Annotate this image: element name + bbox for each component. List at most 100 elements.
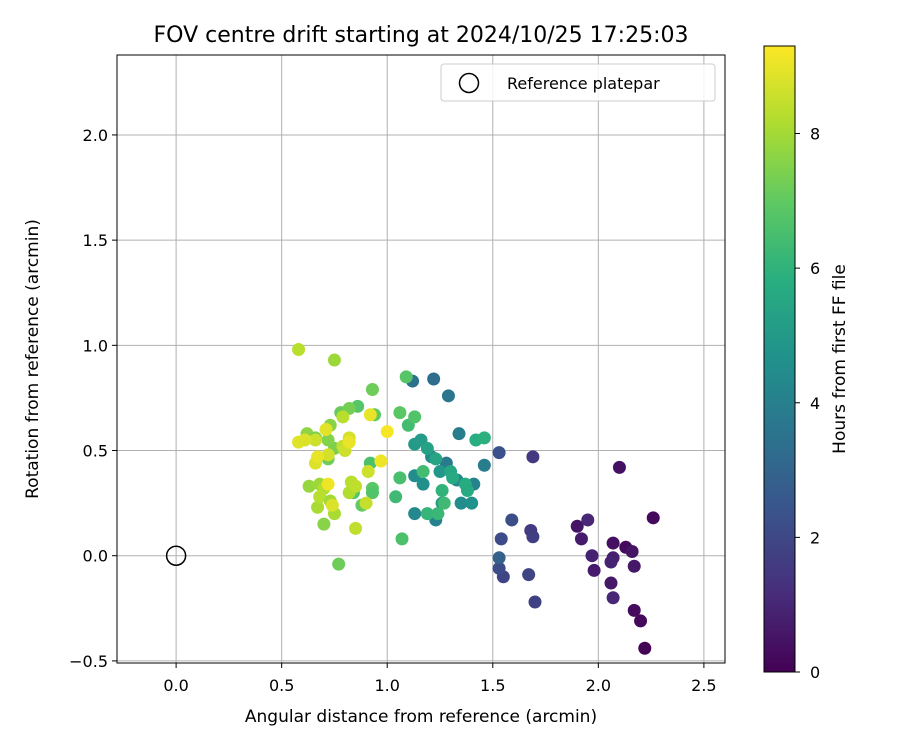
data-point <box>336 410 350 424</box>
data-point <box>606 536 620 550</box>
plot-frame <box>116 54 726 664</box>
data-point <box>646 511 660 525</box>
data-point <box>321 448 335 462</box>
data-point <box>505 513 519 527</box>
data-point <box>327 353 341 367</box>
data-point <box>361 465 375 479</box>
x-tick-label: 2.0 <box>586 676 611 695</box>
colorbar-gradient <box>763 45 796 673</box>
data-point <box>395 532 409 546</box>
legend-label: Reference platepar <box>507 74 660 93</box>
data-point <box>429 452 443 466</box>
colorbar-tick-label: 2 <box>810 528 820 547</box>
legend-marker <box>458 72 480 94</box>
data-point <box>492 561 506 575</box>
data-point <box>574 532 588 546</box>
data-point <box>311 450 325 464</box>
colorbar-ticks: 0 2 4 6 8 <box>795 125 820 682</box>
y-tick-label: 0.0 <box>83 547 108 566</box>
data-point <box>452 427 466 441</box>
y-tick-label: −0.5 <box>69 652 108 671</box>
data-point <box>342 435 356 449</box>
data-point <box>441 389 455 403</box>
x-tick-label: 0.5 <box>269 676 294 695</box>
data-point <box>321 477 335 491</box>
data-point <box>399 370 413 384</box>
data-point <box>570 519 584 533</box>
data-point <box>374 454 388 468</box>
data-point <box>431 507 445 521</box>
data-point <box>292 343 306 357</box>
data-point <box>627 559 641 573</box>
x-tick-label: 1.0 <box>374 676 399 695</box>
colorbar: 0 2 4 6 8 Hours from first FF file <box>763 45 850 682</box>
data-point <box>389 490 403 504</box>
data-point <box>408 410 422 424</box>
chart-title: FOV centre drift starting at 2024/10/25 … <box>154 23 689 48</box>
y-tick-label: 1.0 <box>83 336 108 355</box>
data-point <box>393 471 407 485</box>
data-point <box>477 458 491 472</box>
data-point <box>427 372 441 386</box>
data-point <box>581 513 595 527</box>
data-point <box>528 595 542 609</box>
x-tick-label: 0.0 <box>163 676 188 695</box>
data-point <box>638 641 652 655</box>
colorbar-tick-label: 6 <box>810 259 820 278</box>
data-point <box>365 383 379 397</box>
reference-marker <box>165 545 187 566</box>
data-point <box>313 490 327 504</box>
data-point <box>308 433 322 447</box>
data-point <box>393 406 407 420</box>
data-point <box>526 530 540 544</box>
data-point <box>604 555 618 569</box>
legend: Reference platepar <box>440 63 716 102</box>
data-point <box>433 465 447 479</box>
data-point <box>587 563 601 577</box>
data-point <box>359 496 373 510</box>
data-point <box>365 486 379 500</box>
data-point <box>526 450 540 464</box>
data-points <box>292 343 660 655</box>
data-point <box>627 603 641 617</box>
y-tick-label: 0.5 <box>83 442 108 461</box>
data-point <box>319 422 333 436</box>
data-point <box>435 483 449 497</box>
data-point <box>634 614 648 628</box>
data-point <box>311 500 325 514</box>
x-tick-label: 2.5 <box>691 676 716 695</box>
data-point <box>460 483 474 497</box>
y-tick-label: 2.0 <box>83 126 108 145</box>
legend-box <box>440 63 716 102</box>
data-point <box>606 591 620 605</box>
data-point <box>420 507 434 521</box>
data-point <box>477 431 491 445</box>
data-point <box>380 425 394 439</box>
data-point <box>492 446 506 460</box>
data-point <box>625 544 639 558</box>
data-point <box>446 471 460 485</box>
data-point <box>416 465 430 479</box>
data-point <box>612 460 626 474</box>
data-point <box>302 479 316 493</box>
data-point <box>349 479 363 493</box>
data-point <box>465 496 479 510</box>
data-point <box>416 477 430 491</box>
colorbar-tick-label: 0 <box>810 663 820 682</box>
y-tick-label: 1.5 <box>83 231 108 250</box>
data-point <box>437 496 451 510</box>
data-point <box>494 532 508 546</box>
x-axis-label: Angular distance from reference (arcmin) <box>245 707 597 727</box>
colorbar-tick-label: 4 <box>810 394 820 413</box>
data-point <box>604 576 618 590</box>
grid <box>117 55 725 663</box>
colorbar-tick-label: 8 <box>810 125 820 144</box>
data-point <box>420 441 434 455</box>
x-tick-label: 1.5 <box>480 676 505 695</box>
data-point <box>332 557 346 571</box>
y-axis-label: Rotation from reference (arcmin) <box>23 219 43 499</box>
colorbar-label: Hours from first FF file <box>830 264 850 454</box>
x-axis-ticks: 0.0 0.5 1.0 1.5 2.0 2.5 <box>163 663 717 695</box>
data-point <box>585 549 599 563</box>
